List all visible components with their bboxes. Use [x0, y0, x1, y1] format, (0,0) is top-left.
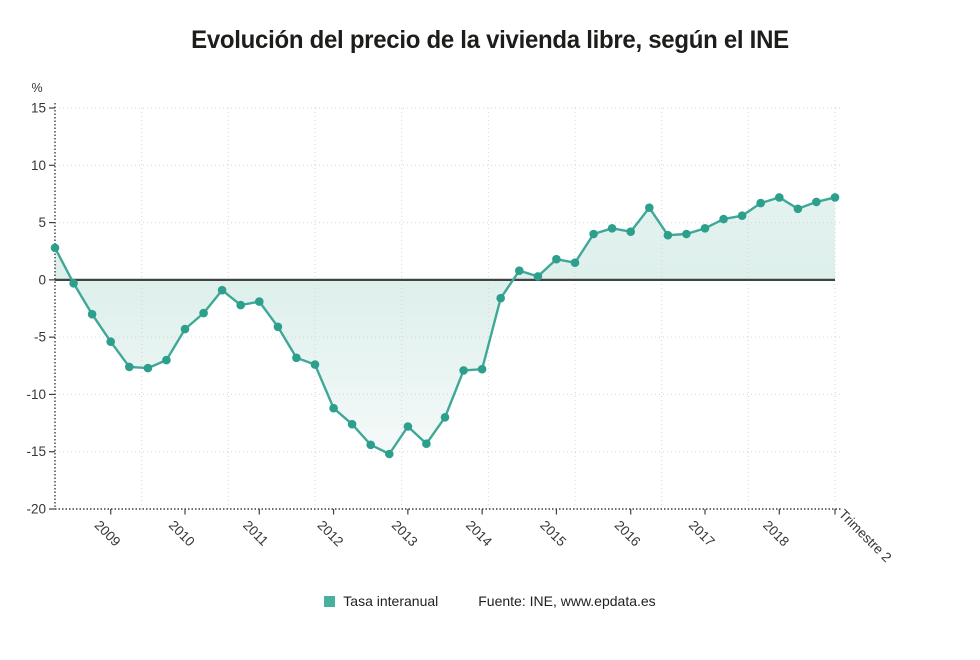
legend-label: Tasa interanual — [343, 593, 439, 609]
data-point — [459, 366, 468, 375]
data-point — [69, 279, 78, 288]
data-point — [626, 227, 635, 236]
data-point — [162, 355, 171, 365]
data-point — [292, 353, 301, 363]
data-point — [682, 229, 691, 239]
source-text: Fuente: INE, www.epdata.es — [478, 593, 656, 609]
data-point — [812, 197, 821, 207]
data-point — [663, 230, 673, 240]
data-point — [422, 439, 431, 449]
data-point — [756, 198, 765, 208]
area-fill — [55, 197, 835, 454]
y-axis-tick-label: -20 — [26, 502, 46, 517]
x-axis-tick-label: 2010 — [166, 518, 198, 550]
x-axis-tick-label: 2017 — [686, 518, 718, 550]
y-axis-tick-label: -10 — [26, 387, 46, 402]
x-axis-end-label: Trimestre 2 — [836, 507, 895, 566]
data-point — [570, 258, 580, 268]
chart-legend: Tasa interanual Fuente: INE, www.epdata.… — [0, 593, 980, 609]
x-axis-tick-label: 2014 — [463, 518, 495, 550]
y-axis-unit-label: % — [31, 81, 42, 95]
data-point — [366, 440, 376, 450]
data-point — [273, 322, 283, 332]
data-point — [793, 204, 803, 214]
y-axis-tick-label: -5 — [34, 330, 46, 345]
data-point — [180, 324, 190, 334]
data-point — [775, 193, 784, 202]
data-point — [236, 300, 245, 310]
data-point — [143, 363, 153, 373]
x-axis-tick-label: 2013 — [389, 518, 421, 550]
data-point — [217, 285, 227, 295]
data-point — [347, 419, 357, 429]
data-point — [589, 229, 598, 239]
data-point — [607, 224, 617, 233]
data-point — [385, 449, 394, 459]
x-axis-tick-label: 2011 — [240, 518, 271, 549]
data-point — [533, 272, 543, 281]
legend-swatch-icon — [324, 595, 336, 607]
y-axis-tick-label: 15 — [31, 101, 46, 116]
data-point — [552, 254, 561, 264]
data-point — [477, 364, 487, 374]
data-point — [329, 403, 338, 413]
data-point — [50, 243, 60, 253]
data-point — [106, 337, 115, 347]
data-point — [199, 308, 208, 318]
data-point — [700, 224, 710, 233]
data-point — [830, 193, 840, 202]
y-axis-tick-label: 5 — [38, 215, 46, 230]
x-axis-tick-label: 2009 — [92, 518, 124, 550]
data-point — [645, 203, 654, 212]
data-point — [515, 266, 524, 276]
legend-item-tasa-interanual: Tasa interanual — [324, 593, 438, 609]
data-point — [87, 309, 97, 319]
data-point — [403, 422, 413, 431]
data-point — [254, 297, 264, 306]
y-axis-tick-label: 0 — [38, 272, 46, 287]
data-point — [719, 214, 728, 224]
x-axis-tick-label: 2018 — [760, 518, 792, 550]
data-point — [737, 211, 747, 220]
data-point — [496, 293, 506, 303]
x-axis-tick-label: 2015 — [537, 518, 569, 550]
y-axis-tick-label: 10 — [31, 158, 46, 173]
data-point — [125, 362, 134, 372]
y-axis-tick-label: -15 — [26, 444, 46, 459]
chart-title: Evolución del precio de la vivienda libr… — [191, 26, 789, 54]
x-axis-tick-label: 2016 — [612, 518, 644, 550]
data-point — [310, 360, 320, 369]
source-note: Fuente: INE, www.epdata.es — [478, 593, 655, 609]
x-axis-tick-label: 2012 — [314, 518, 346, 550]
data-point — [440, 413, 450, 422]
